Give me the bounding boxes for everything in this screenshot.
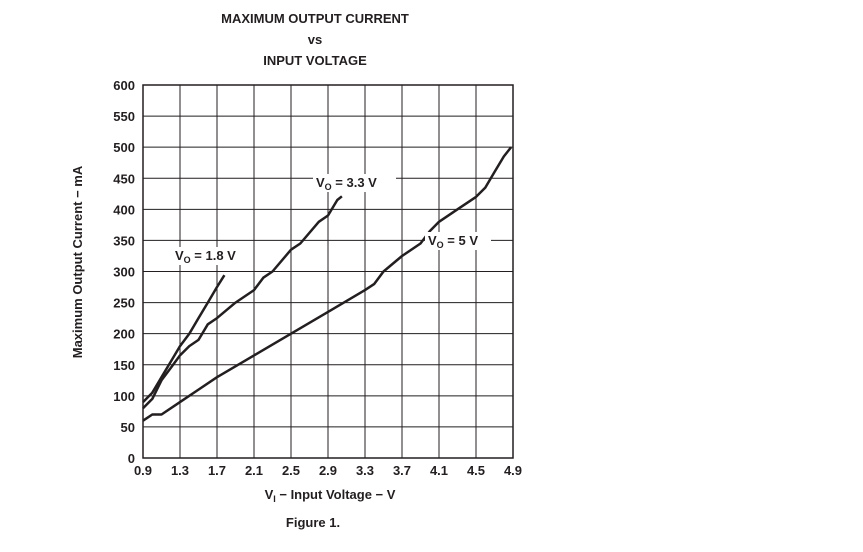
y-tick-label: 50 <box>121 420 135 435</box>
data-line <box>142 146 513 422</box>
y-tick-label: 350 <box>113 233 135 248</box>
y-tick-label: 400 <box>113 202 135 217</box>
x-axis-label: VI − Input Voltage − V <box>265 487 396 504</box>
chart-title: vs <box>308 32 322 47</box>
caption: Figure 1. <box>286 515 340 530</box>
annotation-bg <box>172 247 249 265</box>
y-tick-label: 550 <box>113 109 135 124</box>
annotation: VO = 1.8 V <box>175 248 236 265</box>
data-line <box>142 274 226 403</box>
y-tick-label: 450 <box>113 171 135 186</box>
x-tick-label: 2.5 <box>282 463 300 478</box>
y-tick-label: 150 <box>113 358 135 373</box>
plot-frame <box>142 84 514 459</box>
annotation-part: = 1.8 V <box>191 248 236 263</box>
annotation: VO = 3.3 V <box>316 175 377 192</box>
y-tick-label: 300 <box>113 265 135 280</box>
annotation-part: O <box>325 182 332 192</box>
x-tick-label: 4.9 <box>504 463 522 478</box>
x-tick-label: 3.3 <box>356 463 374 478</box>
y-tick-label: 600 <box>113 78 135 93</box>
annotation-part: V <box>428 233 437 248</box>
annotation-part: = 5 V <box>444 233 479 248</box>
y-tick-label: 500 <box>113 140 135 155</box>
x-tick-label: 1.3 <box>171 463 189 478</box>
annotation-part: O <box>437 240 444 250</box>
annotation-part: O <box>184 255 191 265</box>
annotation: VO = 5 V <box>428 233 478 250</box>
annotation-part: = 3.3 V <box>332 175 377 190</box>
y-axis-label: Maximum Output Current − mA <box>70 165 85 358</box>
x-tick-label: 0.9 <box>134 463 152 478</box>
x-tick-label: 4.1 <box>430 463 448 478</box>
x-tick-label: 2.9 <box>319 463 337 478</box>
chart-title: MAXIMUM OUTPUT CURRENT <box>221 11 409 26</box>
y-tick-label: 100 <box>113 389 135 404</box>
x-tick-label: 2.1 <box>245 463 263 478</box>
y-tick-label: 200 <box>113 327 135 342</box>
annotation-part: V <box>316 175 325 190</box>
x-tick-label: 1.7 <box>208 463 226 478</box>
y-tick-label: 250 <box>113 296 135 311</box>
data-line <box>142 195 343 410</box>
annotation-bg <box>313 174 396 192</box>
annotation-part: V <box>175 248 184 263</box>
chart-title: INPUT VOLTAGE <box>263 53 367 68</box>
x-tick-label: 4.5 <box>467 463 485 478</box>
annotation-bg <box>425 232 491 250</box>
y-tick-label: 0 <box>128 451 135 466</box>
x-tick-label: 3.7 <box>393 463 411 478</box>
